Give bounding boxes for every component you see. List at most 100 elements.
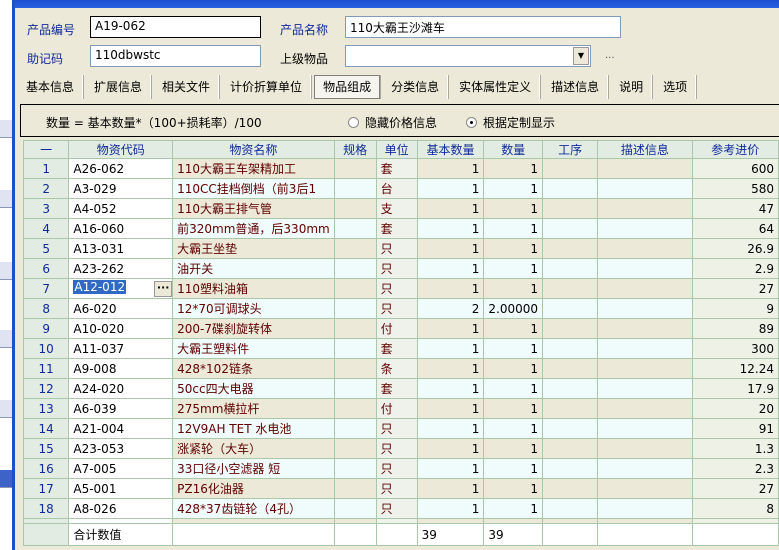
cell-spec[interactable] [333,158,377,179]
cell-quantity[interactable]: 1 [483,238,544,259]
cell-reference-price[interactable]: 600 [691,158,779,179]
cell-reference-price[interactable]: 27 [691,478,779,499]
cell-row-number[interactable]: 8 [22,298,70,319]
cell-item-code[interactable]: A6-020 [68,298,174,319]
cell-spec[interactable] [333,218,377,239]
cell-process[interactable] [542,378,599,399]
cell-description[interactable] [597,378,693,399]
cell-reference-price[interactable]: 27 [691,278,779,299]
cell-description[interactable] [597,498,693,519]
cell-quantity[interactable]: 1 [483,258,544,279]
cell-quantity[interactable]: 1 [483,458,544,479]
cell-description[interactable] [597,318,693,339]
tab-notes[interactable]: 说明 [611,75,653,99]
cell-item-name[interactable]: 50cc四大电器 [172,378,335,399]
cell-item-name[interactable]: 110大霸王排气管 [172,198,335,219]
cell-unit[interactable]: 条 [375,358,418,379]
cell-process[interactable] [542,338,599,359]
table-row[interactable]: 13 A6-039 275mm横拉杆付 1 1 20 [22,398,779,419]
cell-spec[interactable] [333,238,377,259]
cell-item-code[interactable]: A23-262 [68,258,174,279]
table-row[interactable]: 6 A23-262 油开关只 1 1 2.9 [22,258,779,279]
ellipsis-button[interactable]: ··· [154,281,172,297]
cell-reference-price[interactable]: 64 [691,218,779,239]
cell-process[interactable] [542,438,599,459]
cell-reference-price[interactable]: 300 [691,338,779,359]
cell-description[interactable] [597,298,693,319]
cell-item-code[interactable]: A26-062 [68,158,174,179]
cell-quantity[interactable]: 1 [483,338,544,359]
column-header-item-name[interactable]: 物资名称 [172,140,335,159]
cell-description[interactable] [597,198,693,219]
cell-unit[interactable]: 只 [375,438,418,459]
cell-item-name[interactable]: 12V9AH TET 水电池 [172,418,335,439]
cell-row-number[interactable]: 10 [22,338,70,359]
column-header-base-quantity[interactable]: 基本数量 [416,140,485,159]
cell-unit[interactable]: 只 [375,458,418,479]
title-bar[interactable] [15,0,779,8]
cell-base-quantity[interactable]: 1 [416,418,485,439]
tab-description-info[interactable]: 描述信息 [543,75,609,99]
cell-spec[interactable] [333,438,377,459]
cell-item-name[interactable]: 200-7碟刹旋转体 [172,318,335,339]
radio-hide-price[interactable]: 隐藏价格信息 [348,114,437,131]
cell-item-code[interactable]: A16-060 [68,218,174,239]
cell-process[interactable] [542,158,599,179]
cell-description[interactable] [597,238,693,259]
selected-cell-text[interactable]: A12-012 [73,280,127,294]
cell-spec[interactable] [333,498,377,519]
cell-reference-price[interactable]: 17.9 [691,378,779,399]
table-row[interactable]: 5 A13-031 大霸王坐垫只 1 1 26.9 [22,238,779,259]
cell-row-number[interactable]: 1 [22,158,70,179]
table-row[interactable]: 12 A24-020 50cc四大电器套 1 1 17.9 [22,378,779,399]
cell-item-code[interactable]: A21-004 [68,418,174,439]
column-header-process[interactable]: 工序 [542,140,599,159]
column-header-unit[interactable]: 单位 [375,140,418,159]
cell-unit[interactable]: 付 [375,398,418,419]
cell-description[interactable] [597,278,693,299]
cell-description[interactable] [597,338,693,359]
cell-base-quantity[interactable]: 1 [416,438,485,459]
cell-row-number[interactable]: 5 [22,238,70,259]
cell-base-quantity[interactable]: 1 [416,378,485,399]
cell-item-code[interactable]: A7-005 [68,458,174,479]
tab-related-files[interactable]: 相关文件 [154,75,220,99]
cell-item-code[interactable]: A6-039 [68,398,174,419]
cell-description[interactable] [597,398,693,419]
cell-reference-price[interactable]: 89 [691,318,779,339]
cell-spec[interactable] [333,358,377,379]
cell-reference-price[interactable]: 2.3 [691,458,779,479]
cell-unit[interactable]: 套 [375,218,418,239]
cell-item-name[interactable]: 大霸王塑料件 [172,338,335,359]
cell-spec[interactable] [333,418,377,439]
cell-reference-price[interactable]: 2.9 [691,258,779,279]
cell-row-number[interactable]: 16 [22,458,70,479]
table-row[interactable]: 9 A10-020 200-7碟刹旋转体付 1 1 89 [22,318,779,339]
cell-description[interactable] [597,458,693,479]
cell-base-quantity[interactable]: 1 [416,398,485,419]
tab-category-info[interactable]: 分类信息 [383,75,449,99]
cell-spec[interactable] [333,178,377,199]
cell-row-number[interactable]: 14 [22,418,70,439]
cell-item-name[interactable]: 110CC挂档倒档（前3后1 [172,178,335,199]
cell-base-quantity[interactable]: 1 [416,178,485,199]
tab-item-composition[interactable]: 物品组成 [314,75,381,99]
cell-base-quantity[interactable]: 2 [416,298,485,319]
cell-item-name[interactable]: 大霸王坐垫 [172,238,335,259]
column-header-reference-price[interactable]: 参考进价 [691,140,779,159]
cell-unit[interactable]: 台 [375,178,418,199]
cell-quantity[interactable]: 1 [483,418,544,439]
cell-item-code[interactable]: A3-029 [68,178,174,199]
cell-row-number[interactable]: 9 [22,318,70,339]
cell-unit[interactable]: 套 [375,338,418,359]
cell-base-quantity[interactable]: 1 [416,318,485,339]
cell-process[interactable] [542,218,599,239]
cell-item-name[interactable]: 33口径小空滤器 短 [172,458,335,479]
cell-unit[interactable]: 只 [375,498,418,519]
table-row[interactable]: 2 A3-029 110CC挂档倒档（前3后1 台 1 1 580 [22,178,779,199]
table-row[interactable]: 1 A26-062 110大霸王车架精加工套 1 1 600 [22,158,779,179]
cell-base-quantity[interactable]: 1 [416,158,485,179]
cell-item-name[interactable]: PZ16化油器 [172,478,335,499]
cell-unit[interactable]: 只 [375,278,418,299]
cell-reference-price[interactable]: 12.24 [691,358,779,379]
